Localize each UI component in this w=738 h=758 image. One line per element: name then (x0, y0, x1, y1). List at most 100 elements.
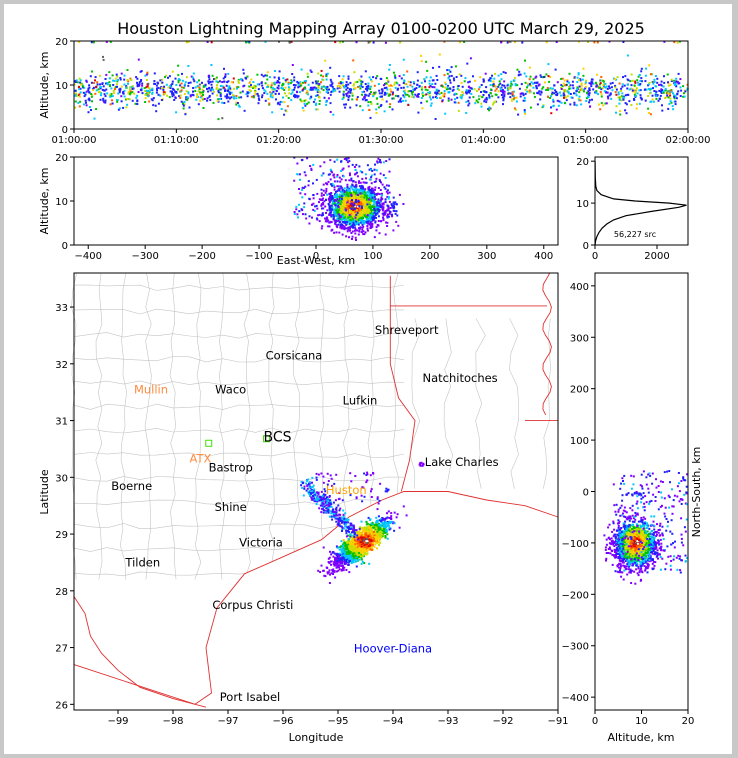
time-height-point (306, 102, 309, 105)
plan-view-point (342, 558, 345, 561)
time-height-point (209, 89, 212, 92)
ew-height-point (386, 195, 389, 198)
time-height-point (647, 112, 650, 114)
time-height-point (212, 90, 215, 93)
ew-height-point (385, 184, 388, 187)
time-height-point (606, 91, 609, 94)
ew-height-point (338, 221, 341, 224)
plan-view-point (332, 563, 335, 565)
time-height-point (201, 97, 204, 100)
time-height-point (663, 89, 666, 92)
time-height-point (571, 80, 574, 83)
time-height-point (645, 88, 648, 91)
time-height-point (139, 70, 142, 73)
time-height-point (314, 80, 317, 83)
time-height-point (426, 89, 429, 92)
time-height-point (95, 108, 98, 110)
time-height-point (560, 84, 563, 87)
time-height-point (536, 81, 539, 84)
ew-height-point (370, 208, 372, 210)
ew-height-point (354, 236, 357, 239)
time-height-point (388, 84, 390, 87)
ew-height-point (391, 215, 394, 218)
time-height-point (447, 87, 450, 90)
ew-height-point (368, 205, 371, 208)
ew-height-point (379, 161, 382, 164)
ew-height-point (358, 230, 361, 233)
time-height-point (92, 82, 95, 84)
ew-height-point (374, 198, 377, 201)
time-height-point (465, 92, 468, 95)
time-height-point (488, 94, 490, 97)
time-height-point (99, 83, 101, 86)
time-height-point (414, 93, 417, 96)
time-height-point (364, 70, 367, 73)
ew-height-point (331, 202, 334, 205)
time-height-point (199, 96, 202, 99)
ew-height-point (346, 201, 349, 204)
ew-height-point (366, 225, 369, 227)
time-height-point (104, 101, 107, 104)
ew-height-point (310, 167, 313, 170)
time-height-point (637, 81, 639, 84)
time-height-point (582, 74, 585, 77)
ew-height-point (324, 220, 327, 223)
ew-height-point (364, 173, 367, 176)
ew-height-point (334, 220, 337, 222)
time-height-point (560, 101, 563, 104)
ew-height-point (362, 230, 365, 233)
time-height-point (122, 91, 125, 94)
ew-height-point (321, 207, 323, 210)
time-height-point (111, 74, 114, 77)
time-height-point (488, 97, 491, 100)
time-height-point (615, 105, 618, 108)
time-height-point (664, 89, 667, 92)
ew-height-point (362, 186, 365, 189)
plan-view-point (341, 564, 344, 567)
time-height-point (241, 90, 244, 93)
time-height-point (508, 87, 511, 90)
time-height-point (151, 92, 154, 95)
ew-height-point (362, 181, 365, 184)
ew-height-point (357, 196, 360, 199)
ew-height-point (375, 169, 378, 172)
time-height-point (87, 87, 90, 90)
ew-height-point (334, 222, 337, 225)
time-height-point (461, 85, 464, 88)
ew-height-point (375, 203, 378, 206)
ew-height-point (341, 189, 344, 192)
plan-view-point (357, 556, 360, 559)
time-height-point (154, 104, 157, 107)
ew-height-point (357, 219, 360, 222)
time-height-point (403, 96, 406, 99)
time-height-point (114, 86, 117, 88)
county-line (219, 272, 226, 580)
time-height-point (232, 81, 235, 84)
ew-height-point (347, 207, 350, 209)
ew-height-point (371, 195, 374, 198)
time-height-point (196, 81, 199, 84)
time-height-point (364, 87, 367, 90)
time-height-point (296, 96, 299, 99)
time-height-point (506, 41, 509, 44)
ew-height-point (351, 230, 354, 233)
time-height-point (497, 90, 500, 93)
time-height-point (432, 96, 435, 99)
time-height-point (370, 102, 373, 105)
ew-height-point (366, 203, 369, 206)
time-height-point (99, 87, 102, 90)
time-height-point (368, 92, 371, 95)
time-height-point (631, 79, 634, 82)
time-height-point (248, 40, 251, 43)
time-height-point (444, 112, 447, 115)
time-height-point (509, 85, 512, 88)
time-height-point (100, 92, 103, 95)
time-height-point (278, 78, 281, 81)
time-height-point (435, 88, 438, 91)
ew-height-point (322, 172, 325, 175)
time-height-point (206, 97, 209, 100)
time-height-point (332, 90, 335, 93)
time-height-point (184, 81, 187, 84)
time-height-point (528, 89, 531, 92)
time-height-point (478, 98, 481, 101)
